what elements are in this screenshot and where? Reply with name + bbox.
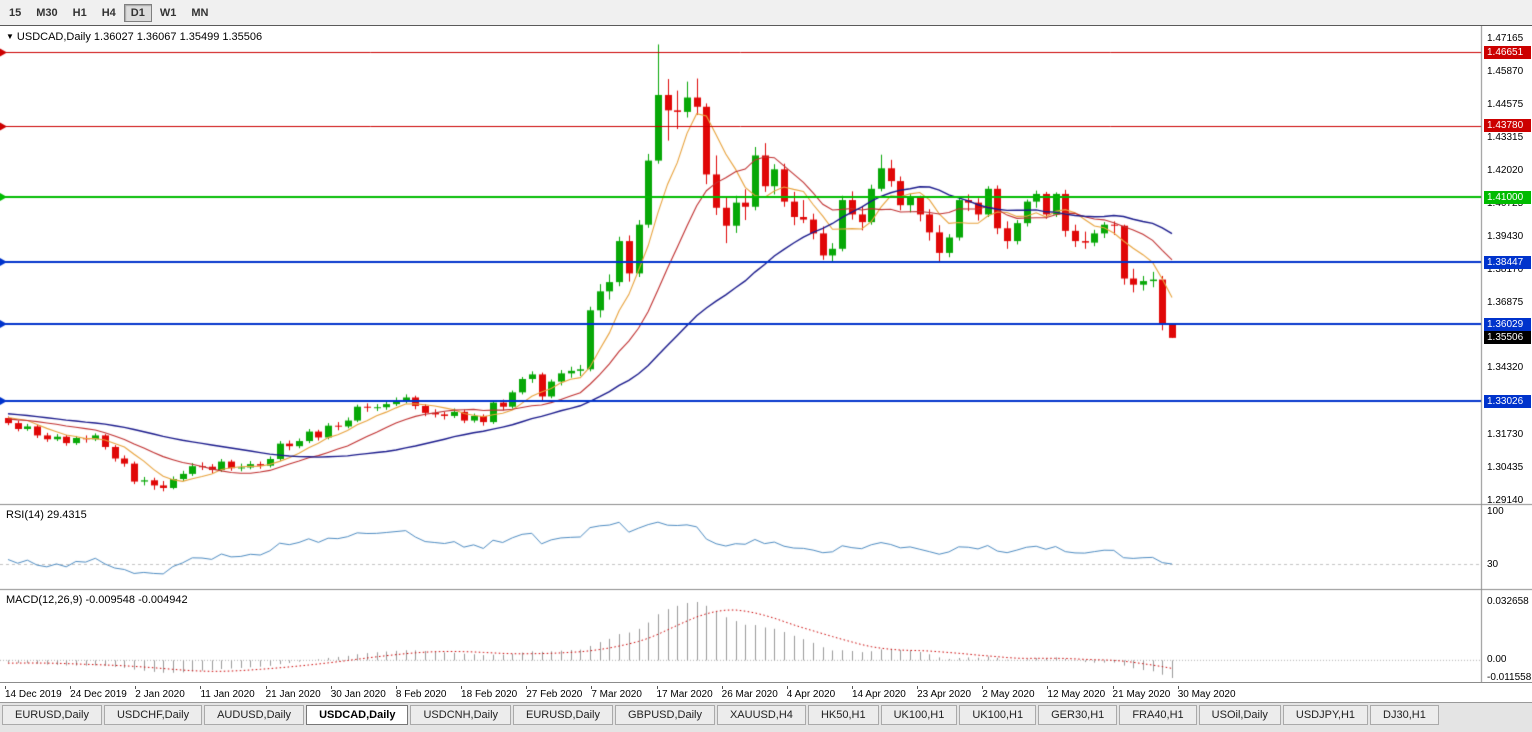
timeframe-button-d1[interactable]: D1 [123, 3, 152, 22]
chart-tab-gbpusd-daily[interactable]: GBPUSD,Daily [615, 705, 715, 725]
timeframe-button-h4[interactable]: H4 [95, 4, 123, 22]
chart-tab-dj30-h1[interactable]: DJ30,H1 [1370, 705, 1439, 725]
date-axis-label: 8 Feb 2020 [395, 686, 447, 700]
chart-tab-fra40-h1[interactable]: FRA40,H1 [1119, 705, 1197, 725]
date-axis-label: 24 Dec 2019 [70, 686, 127, 700]
chart-tab-usdjpy-h1[interactable]: USDJPY,H1 [1282, 705, 1369, 725]
chart-ohlc-text: USDCAD,Daily 1.36027 1.36067 1.35499 1.3… [16, 31, 263, 43]
timeframe-button-mn[interactable]: MN [184, 4, 215, 22]
chart-tab-audusd-daily[interactable]: AUDUSD,Daily [204, 705, 305, 725]
date-axis-label: 14 Apr 2020 [851, 686, 906, 700]
chart-tab-usoil-daily[interactable]: USOil,Daily [1198, 705, 1281, 725]
timeframe-button-w1[interactable]: W1 [153, 4, 184, 22]
chart-tab-ger30-h1[interactable]: GER30,H1 [1038, 705, 1118, 725]
chart-symbol-info: ▼ USDCAD,Daily 1.36027 1.36067 1.35499 1.… [6, 31, 262, 43]
rsi-label: RSI(14) 29.4315 [6, 509, 87, 521]
collapse-triangle-icon[interactable]: ▼ [6, 32, 14, 41]
date-axis-label: 2 May 2020 [982, 686, 1035, 700]
chart-tab-xauusd-h4[interactable]: XAUUSD,H4 [716, 705, 806, 725]
date-axis-label: 7 Mar 2020 [591, 686, 642, 700]
timeframe-button-15[interactable]: 15 [2, 4, 28, 22]
date-axis-label: 14 Dec 2019 [5, 686, 62, 700]
timeframe-button-h1[interactable]: H1 [66, 4, 94, 22]
date-axis-label: 21 May 2020 [1112, 686, 1171, 700]
date-axis-label: 23 Apr 2020 [917, 686, 972, 700]
date-axis-label: 30 Jan 2020 [330, 686, 386, 700]
date-axis-label: 30 May 2020 [1177, 686, 1236, 700]
timeframe-button-m30[interactable]: M30 [29, 4, 64, 22]
chart-tab-uk100-h1[interactable]: UK100,H1 [880, 705, 958, 725]
chart-tab-eurusd-daily[interactable]: EURUSD,Daily [513, 705, 613, 725]
date-axis-label: 12 May 2020 [1047, 686, 1106, 700]
date-axis-label: 4 Apr 2020 [786, 686, 836, 700]
date-axis-label: 26 Mar 2020 [721, 686, 778, 700]
chart-tab-uk100-h1[interactable]: UK100,H1 [959, 705, 1037, 725]
date-axis-label: 11 Jan 2020 [200, 686, 255, 700]
timeframe-toolbar: 15 M30 H1 H4 D1 W1 MN [0, 0, 1532, 26]
chart-tab-eurusd-daily[interactable]: EURUSD,Daily [2, 705, 102, 725]
chart-tab-usdcad-daily[interactable]: USDCAD,Daily [306, 705, 409, 725]
date-axis-label: 2 Jan 2020 [135, 686, 185, 700]
chart-tab-usdcnh-daily[interactable]: USDCNH,Daily [410, 705, 512, 725]
chart-tabbar: EURUSD,Daily USDCHF,Daily AUDUSD,Daily USDC… [0, 702, 1532, 732]
date-axis-label: 21 Jan 2020 [265, 686, 321, 700]
macd-label: MACD(12,26,9) -0.009548 -0.004942 [6, 594, 188, 606]
chart-canvas[interactable] [0, 26, 1532, 682]
date-axis-label: 17 Mar 2020 [656, 686, 713, 700]
chart-tab-hk50-h1[interactable]: HK50,H1 [807, 705, 879, 725]
chart-tab-usdchf-daily[interactable]: USDCHF,Daily [103, 705, 203, 725]
date-axis-label: 18 Feb 2020 [461, 686, 518, 700]
time-axis[interactable]: 14 Dec 2019 24 Dec 2019 2 Jan 2020 11 Jan 2… [0, 682, 1532, 702]
date-axis-label: 27 Feb 2020 [526, 686, 583, 700]
